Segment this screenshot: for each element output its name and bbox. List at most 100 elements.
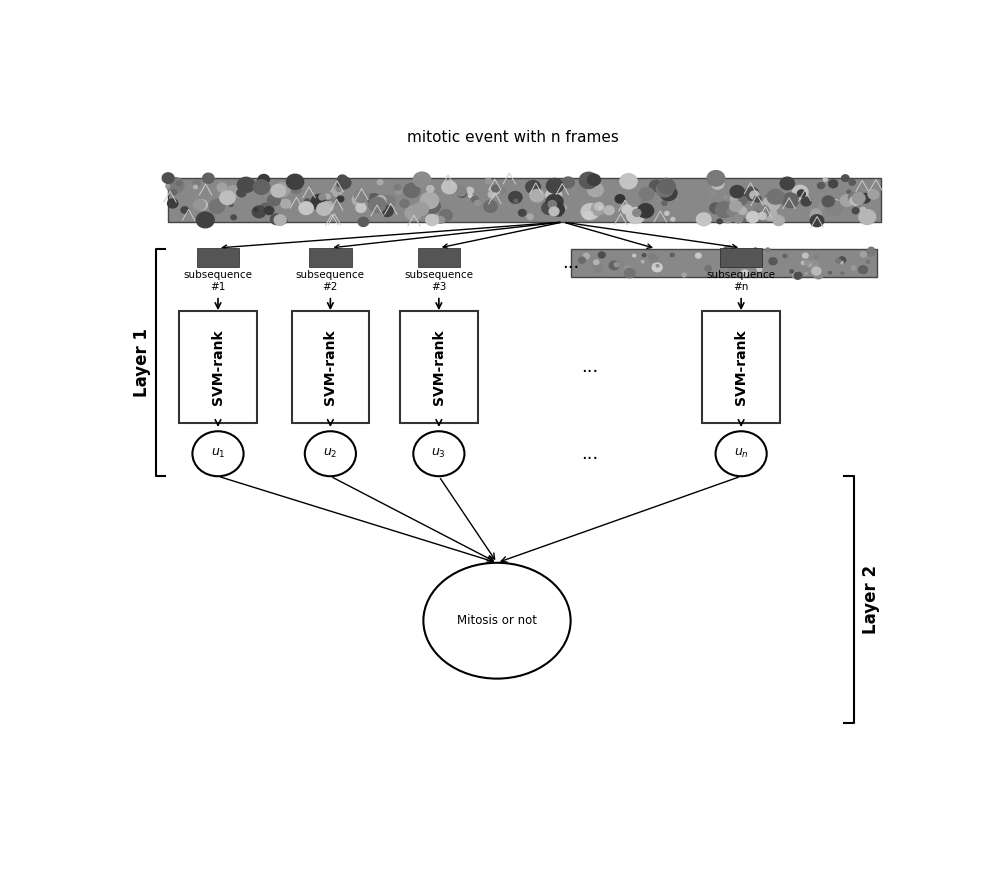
Circle shape	[546, 189, 562, 202]
Circle shape	[231, 215, 236, 219]
Circle shape	[319, 194, 325, 200]
Circle shape	[595, 203, 604, 211]
Circle shape	[252, 206, 266, 218]
Circle shape	[696, 253, 701, 258]
Circle shape	[488, 191, 495, 197]
Circle shape	[228, 186, 239, 196]
Circle shape	[840, 261, 843, 264]
Circle shape	[588, 174, 600, 186]
Text: $u_1$: $u_1$	[211, 447, 225, 460]
Circle shape	[352, 194, 366, 206]
Circle shape	[733, 255, 743, 263]
Circle shape	[599, 206, 602, 209]
Circle shape	[267, 195, 280, 206]
Circle shape	[377, 180, 383, 185]
Circle shape	[793, 185, 808, 199]
Circle shape	[739, 196, 747, 204]
Circle shape	[413, 431, 464, 476]
Circle shape	[176, 181, 182, 186]
Circle shape	[587, 183, 603, 196]
FancyBboxPatch shape	[197, 248, 239, 267]
Circle shape	[724, 196, 727, 198]
Circle shape	[780, 177, 794, 189]
Circle shape	[665, 212, 669, 215]
Text: SVM-rank: SVM-rank	[734, 329, 748, 405]
Circle shape	[660, 186, 677, 201]
Circle shape	[192, 431, 244, 476]
Circle shape	[826, 201, 843, 215]
Circle shape	[274, 182, 290, 196]
Circle shape	[671, 218, 675, 221]
Circle shape	[746, 250, 750, 252]
Circle shape	[747, 212, 759, 222]
Circle shape	[265, 206, 274, 214]
Circle shape	[166, 178, 184, 193]
Circle shape	[752, 212, 763, 221]
Circle shape	[591, 204, 605, 215]
Circle shape	[274, 215, 286, 226]
Circle shape	[767, 189, 784, 204]
Circle shape	[707, 171, 725, 186]
FancyBboxPatch shape	[702, 311, 780, 423]
Circle shape	[546, 179, 563, 193]
Circle shape	[838, 257, 846, 264]
Circle shape	[530, 189, 544, 202]
Circle shape	[782, 193, 799, 208]
Circle shape	[811, 209, 821, 218]
Circle shape	[583, 253, 589, 258]
Circle shape	[484, 201, 497, 212]
Circle shape	[652, 263, 662, 272]
Circle shape	[696, 213, 711, 226]
Text: subsequence
#n: subsequence #n	[707, 271, 776, 292]
Circle shape	[369, 197, 386, 212]
Text: SVM-rank: SVM-rank	[432, 329, 446, 405]
Circle shape	[604, 206, 614, 215]
Circle shape	[338, 175, 347, 183]
Circle shape	[356, 204, 366, 212]
Circle shape	[763, 213, 767, 216]
Circle shape	[194, 185, 197, 189]
Circle shape	[766, 248, 770, 251]
Circle shape	[527, 214, 533, 219]
Circle shape	[868, 215, 872, 219]
Circle shape	[526, 181, 540, 193]
Circle shape	[813, 270, 824, 279]
Circle shape	[211, 214, 215, 217]
Text: subsequence
#1: subsequence #1	[184, 271, 252, 292]
Circle shape	[311, 195, 329, 210]
Text: $u_n$: $u_n$	[734, 447, 749, 460]
Circle shape	[358, 218, 369, 227]
Circle shape	[860, 207, 866, 212]
Circle shape	[550, 203, 564, 216]
Circle shape	[649, 254, 658, 262]
Circle shape	[750, 191, 759, 199]
Circle shape	[229, 203, 233, 206]
Circle shape	[622, 205, 632, 214]
Circle shape	[819, 199, 832, 211]
Circle shape	[824, 200, 839, 212]
Circle shape	[413, 203, 428, 216]
Circle shape	[754, 196, 761, 202]
Circle shape	[793, 272, 801, 279]
Circle shape	[770, 260, 773, 264]
Circle shape	[741, 270, 749, 276]
Circle shape	[381, 205, 393, 217]
Circle shape	[633, 254, 636, 257]
Circle shape	[852, 193, 865, 204]
Circle shape	[847, 190, 851, 194]
Text: $u_2$: $u_2$	[323, 447, 338, 460]
Circle shape	[682, 273, 686, 277]
Circle shape	[661, 180, 671, 189]
Circle shape	[868, 189, 879, 199]
Circle shape	[797, 190, 806, 197]
Circle shape	[742, 219, 745, 221]
Circle shape	[850, 196, 861, 205]
Circle shape	[823, 178, 827, 181]
Circle shape	[833, 182, 837, 187]
Circle shape	[207, 181, 213, 186]
Circle shape	[305, 431, 356, 476]
Circle shape	[501, 189, 506, 194]
Circle shape	[649, 253, 655, 258]
Circle shape	[609, 261, 619, 270]
Circle shape	[760, 250, 765, 255]
